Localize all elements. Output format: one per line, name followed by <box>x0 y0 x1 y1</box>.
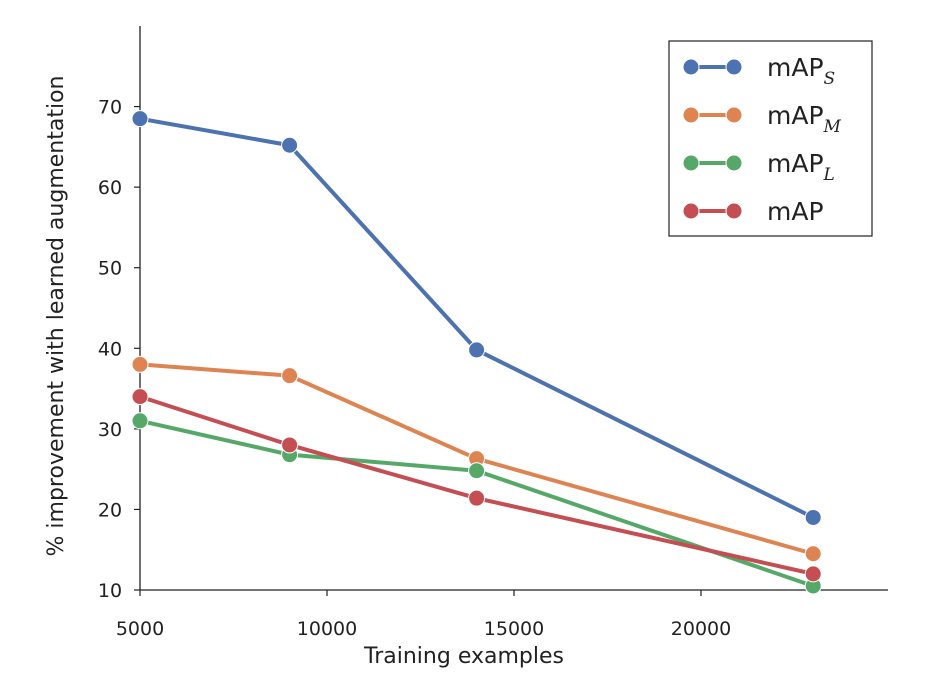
data-point <box>131 388 149 406</box>
legend-label: mAP <box>767 197 824 226</box>
legend-marker <box>682 154 700 172</box>
data-point <box>281 136 299 154</box>
y-tick-label: 60 <box>98 177 122 199</box>
legend-marker <box>725 202 743 220</box>
data-point <box>131 412 149 430</box>
series-line <box>138 116 816 520</box>
data-point <box>804 508 822 526</box>
x-axis-label: Training examples <box>363 644 564 669</box>
y-ticks: 10 20 30 40 50 60 70 <box>98 97 140 602</box>
y-tick-label: 30 <box>98 419 122 441</box>
data-point <box>131 110 149 128</box>
legend-marker <box>682 106 700 124</box>
data-point <box>131 355 149 373</box>
legend-box <box>668 40 873 237</box>
data-point <box>468 462 486 480</box>
series-map <box>131 388 822 583</box>
x-tick-label: 5000 <box>116 618 164 640</box>
y-tick-label: 40 <box>98 338 122 360</box>
axes: 5000 10000 15000 20000 10 20 30 40 50 60 70 Train… <box>44 26 888 669</box>
series-line <box>138 394 816 576</box>
legend-subscript: S <box>824 69 836 89</box>
y-tick-label: 10 <box>98 580 122 602</box>
legend-marker <box>725 106 743 124</box>
series-group <box>131 110 822 595</box>
legend-entry: mAP <box>682 197 824 226</box>
series-line <box>138 362 816 556</box>
data-point <box>804 545 822 563</box>
legend-subscript: M <box>823 117 842 137</box>
legend-marker <box>682 202 700 220</box>
data-point <box>468 489 486 507</box>
legend-marker <box>725 154 743 172</box>
y-axis-label: % improvement with learned augmentation <box>44 76 69 557</box>
x-tick-label: 20000 <box>671 618 731 640</box>
series-line <box>138 418 816 588</box>
x-ticks: 5000 10000 15000 20000 <box>116 590 731 640</box>
data-point <box>281 436 299 454</box>
series-map-m <box>131 355 822 563</box>
y-tick-label: 70 <box>98 97 122 119</box>
x-tick-label: 10000 <box>297 618 357 640</box>
series-map-s <box>131 110 822 526</box>
x-tick-label: 15000 <box>484 618 544 640</box>
data-point <box>468 341 486 359</box>
data-point <box>281 367 299 385</box>
y-tick-label: 50 <box>98 258 122 280</box>
legend-marker <box>725 58 743 76</box>
legend-subscript: L <box>823 165 835 185</box>
y-tick-label: 20 <box>98 499 122 521</box>
legend-marker <box>682 58 700 76</box>
data-point <box>804 565 822 583</box>
